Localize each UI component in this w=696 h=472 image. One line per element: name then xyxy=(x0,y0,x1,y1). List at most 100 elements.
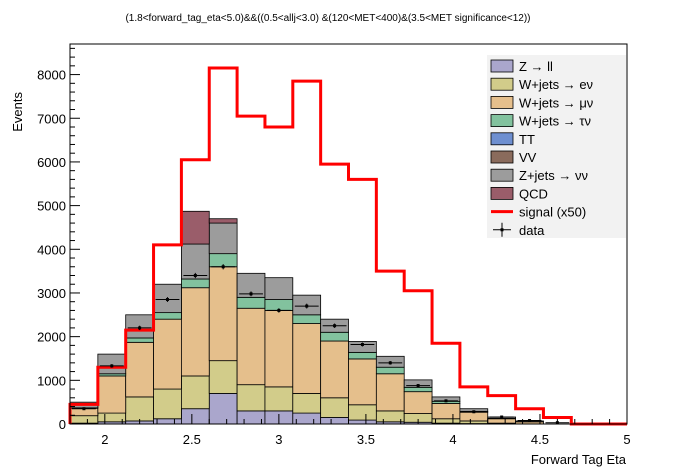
data-point-13 xyxy=(444,399,448,403)
x-tick-label-3: 3.5 xyxy=(357,432,375,447)
stack-bar-2-14 xyxy=(459,411,489,422)
x-tick-label-5: 4.5 xyxy=(531,432,549,447)
data-point-0 xyxy=(82,407,86,411)
y-tick-label-2: 2000 xyxy=(37,330,66,345)
legend-label-3: W+jets → τν xyxy=(519,114,591,129)
stack-bar-6-1 xyxy=(97,353,127,375)
y-tick-label-0: 0 xyxy=(59,417,66,432)
legend-label-9: data xyxy=(519,223,545,238)
stack-bar-3-9 xyxy=(320,331,349,342)
stack-bar-2-7 xyxy=(264,310,294,388)
legend-label-4: TT xyxy=(519,132,535,147)
stack-bar-2-4 xyxy=(180,287,210,377)
stack-bar-2-6 xyxy=(236,307,266,386)
stack-bar-1-5 xyxy=(208,360,238,394)
stack-bar-1-9 xyxy=(320,397,349,418)
stack-bar-1-8 xyxy=(292,393,322,414)
legend-swatch-5 xyxy=(490,150,514,164)
y-tick-label-5: 5000 xyxy=(37,199,66,214)
data-point-1 xyxy=(110,364,114,368)
data-point-7 xyxy=(277,308,281,312)
data-point-2 xyxy=(138,326,142,330)
stack-bar-0-5 xyxy=(208,393,238,425)
signal-line xyxy=(68,66,627,426)
stack-bar-1-0 xyxy=(69,415,99,424)
stack-bar-6-10 xyxy=(348,341,377,353)
x-tick-label-2: 3 xyxy=(275,432,282,447)
stack-bar-2-13 xyxy=(431,403,461,420)
stack-bar-7-5 xyxy=(208,218,238,224)
stack-bar-1-13 xyxy=(431,418,461,424)
stack-bar-3-6 xyxy=(236,296,266,309)
stack-bar-1-11 xyxy=(375,410,405,423)
x-tick-label-4: 4 xyxy=(449,432,456,447)
data-point-15 xyxy=(500,415,504,419)
data-point-16 xyxy=(528,419,532,423)
legend-label-2: W+jets → μν xyxy=(519,95,593,110)
data-point-10 xyxy=(360,343,364,347)
data-point-4 xyxy=(193,273,197,277)
stack-bar-2-15 xyxy=(487,418,517,424)
stack-bar-2-8 xyxy=(292,323,322,394)
stack-bar-2-3 xyxy=(153,318,182,390)
x-tick-label-1: 2.5 xyxy=(183,432,201,447)
stack-bar-7-4 xyxy=(180,210,210,245)
data-points xyxy=(72,264,570,425)
y-tick-label-3: 3000 xyxy=(37,286,66,301)
stack-bar-2-1 xyxy=(97,375,127,414)
legend: Z → ll W+jets → eν W+jets → μν W+jets → τν T… xyxy=(487,55,626,238)
y-axis-label: Events xyxy=(10,92,25,132)
legend-label-7: QCD xyxy=(519,186,548,201)
stack-bar-2-9 xyxy=(320,340,349,399)
legend-label-6: Z+jets → νν xyxy=(519,168,588,183)
stack-bar-1-10 xyxy=(348,404,377,421)
stack-bar-3-4 xyxy=(180,278,210,289)
legend-swatch-4 xyxy=(490,132,514,146)
stack-bar-2-5 xyxy=(208,266,238,362)
data-point-12 xyxy=(416,384,420,388)
legend-label-5: VV xyxy=(519,150,537,165)
y-tick-label-7: 7000 xyxy=(37,111,66,126)
stack-bar-2-2 xyxy=(125,341,154,398)
stack-bar-3-11 xyxy=(375,366,405,375)
stack-bar-0-8 xyxy=(292,412,322,425)
stack-bar-2-12 xyxy=(403,391,433,414)
stack-bar-2-10 xyxy=(348,358,377,406)
stack-bar-3-2 xyxy=(125,337,154,343)
data-point-11 xyxy=(388,361,392,365)
stack-bar-1-6 xyxy=(236,384,266,412)
x-tick-label-6: 5 xyxy=(623,432,630,447)
x-axis-label: Forward Tag Eta xyxy=(531,452,627,467)
stack-bar-3-3 xyxy=(153,312,182,320)
legend-swatch-6 xyxy=(490,168,514,182)
stack-bar-6-5 xyxy=(208,222,238,255)
stack-bar-6-12 xyxy=(403,379,433,388)
y-tick-label-4: 4000 xyxy=(37,242,66,257)
stack-bar-0-4 xyxy=(180,408,210,425)
legend-label-0: Z → ll xyxy=(519,59,553,74)
y-tick-label-8: 8000 xyxy=(37,68,66,83)
stack-bar-3-10 xyxy=(348,351,377,360)
stack-bar-1-4 xyxy=(180,375,210,410)
data-point-8 xyxy=(305,304,309,308)
data-point-5 xyxy=(221,265,225,269)
stack-bar-3-8 xyxy=(292,314,322,324)
data-point-3 xyxy=(165,298,169,302)
y-tick-label-1: 1000 xyxy=(37,373,66,388)
stack-bar-1-2 xyxy=(125,396,154,422)
stack-bar-3-12 xyxy=(403,386,433,393)
stack-bar-2-11 xyxy=(375,373,405,412)
legend-label-1: W+jets → eν xyxy=(519,77,593,92)
axes: 0 1000 2000 3000 4000 5000 6000 7000 8000 2 2.5 3 3.… xyxy=(37,47,631,447)
stack-bar-0-3 xyxy=(153,418,182,425)
stack-bar-0-10 xyxy=(348,419,377,425)
data-point-6 xyxy=(249,292,253,296)
signal-histogram xyxy=(68,66,627,426)
legend-swatch-0 xyxy=(490,59,514,73)
stack-bar-1-3 xyxy=(153,388,182,420)
stack-bar-0-9 xyxy=(320,417,349,425)
legend-swatch-3 xyxy=(490,114,514,127)
legend-label-8: signal (x50) xyxy=(519,205,586,220)
data-point-14 xyxy=(472,410,476,414)
